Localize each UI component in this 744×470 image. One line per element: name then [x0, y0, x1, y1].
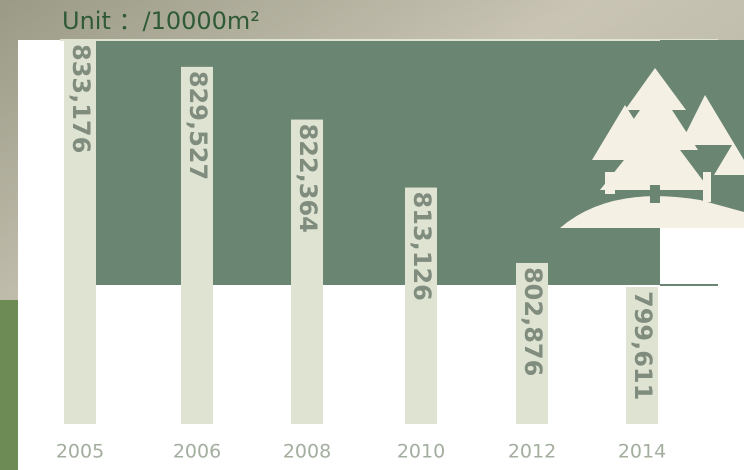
x-tick-label: 2005: [56, 441, 104, 463]
x-tick-label: 2006: [173, 441, 221, 463]
bar: [291, 119, 323, 424]
green-block: [95, 40, 660, 285]
value-label: 802,876: [519, 267, 547, 376]
bar: [405, 187, 437, 424]
bar: [181, 66, 213, 424]
x-tick-label: 2010: [397, 441, 445, 463]
x-tick-label: 2008: [283, 441, 331, 463]
value-label: 829,527: [184, 71, 212, 180]
value-label: 799,611: [629, 291, 657, 400]
bar: [626, 287, 658, 424]
tree-icon: [560, 68, 744, 228]
x-tick-label: 2012: [508, 441, 556, 463]
x-tick-label: 2014: [618, 441, 666, 463]
value-label: 822,364: [294, 124, 322, 233]
background-leaf: [0, 300, 20, 470]
bar: [64, 40, 96, 424]
value-label: 833,176: [67, 44, 95, 153]
value-label: 813,126: [408, 192, 436, 301]
bar: [516, 262, 548, 424]
chart-title: Unit ：/10000m²: [62, 7, 260, 35]
